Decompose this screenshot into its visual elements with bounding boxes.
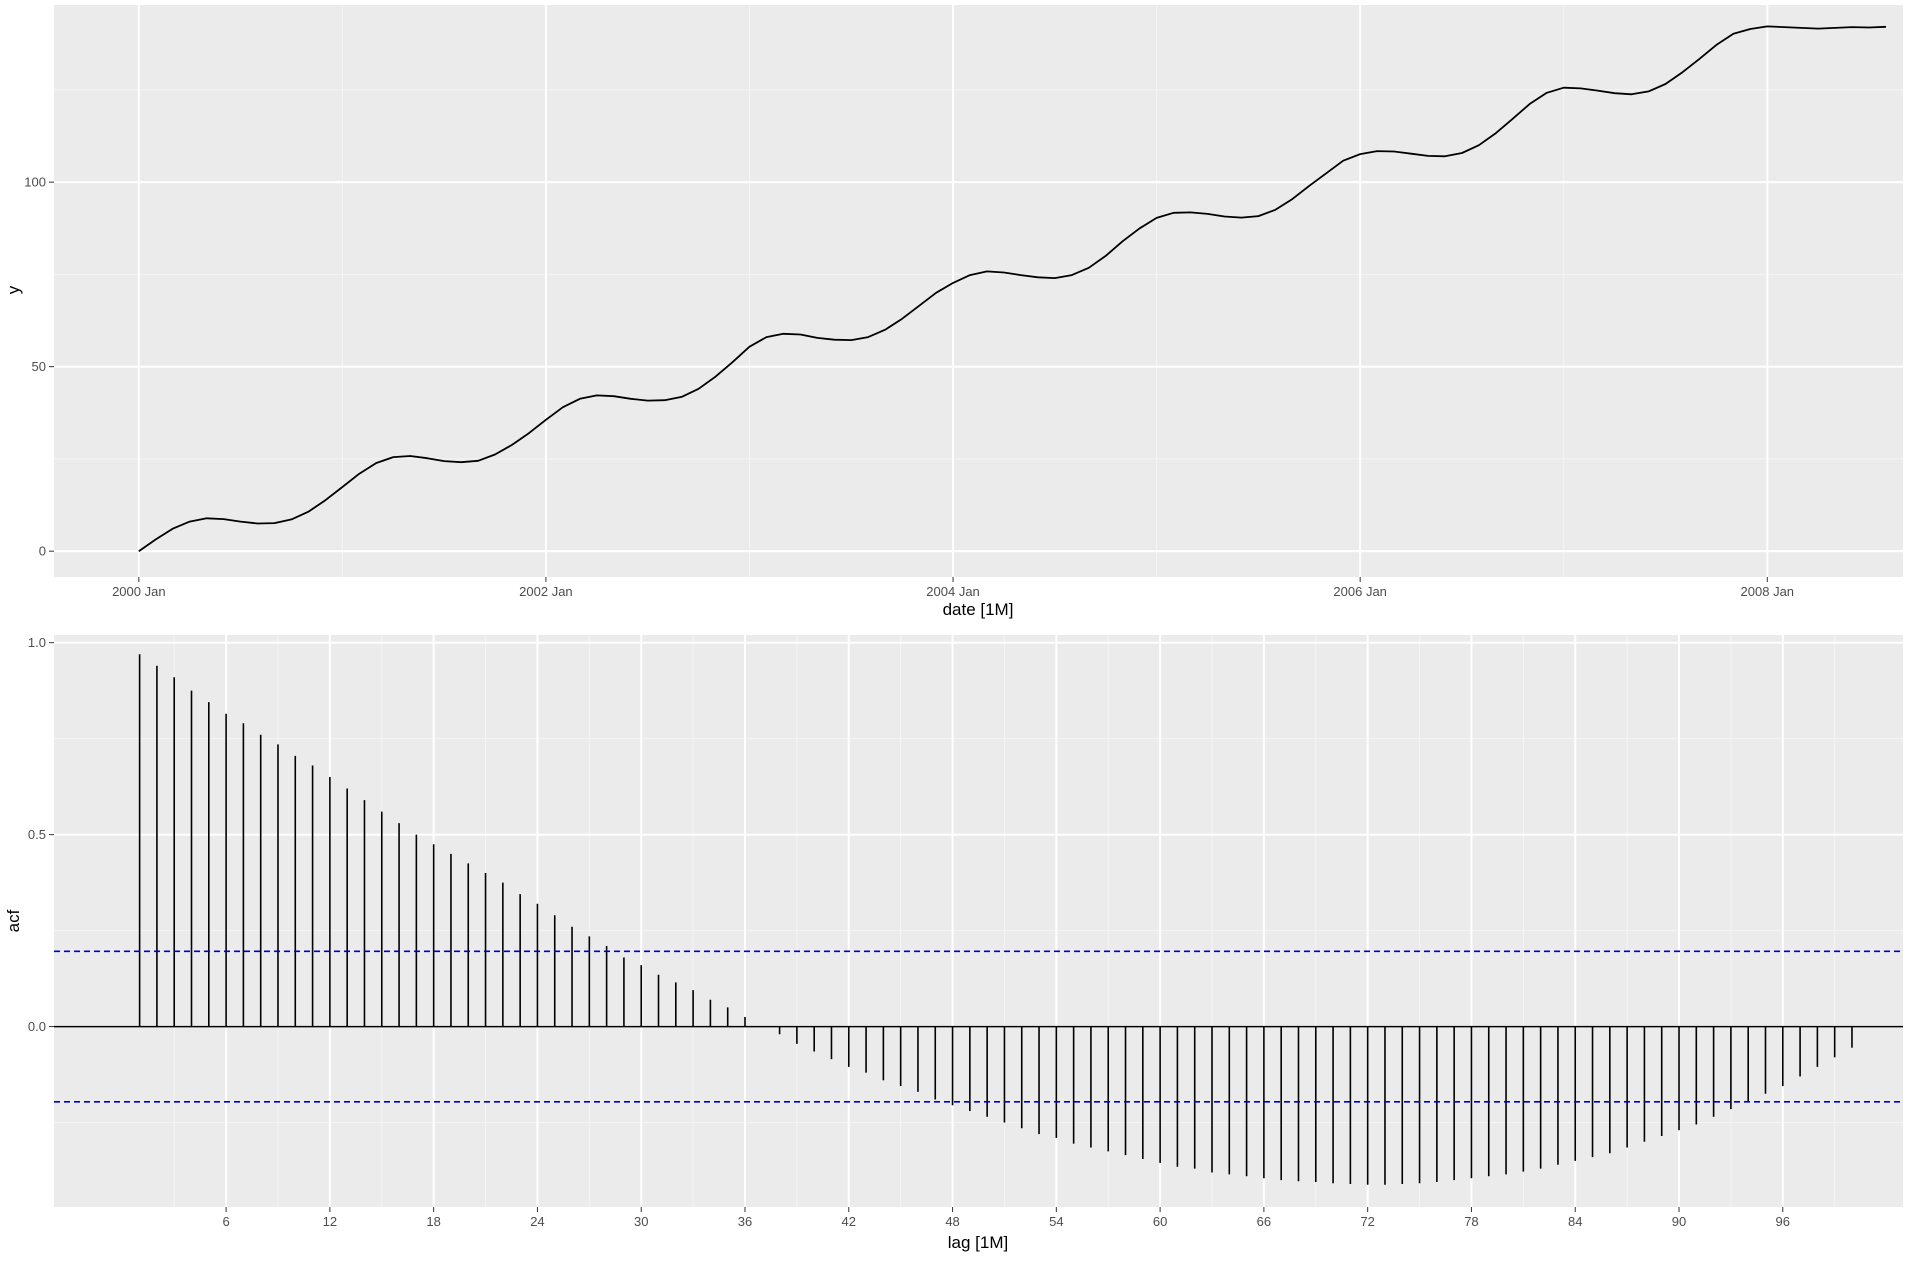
acf-x-tick-label: 54 (1049, 1214, 1063, 1229)
acf-x-tick-label: 18 (426, 1214, 440, 1229)
acf-x-tick-label: 96 (1776, 1214, 1790, 1229)
timeseries-x-tick-label: 2008 Jan (1741, 584, 1795, 599)
acf-bars-layer (54, 654, 1903, 1185)
acf-y-tick-label: 0.5 (28, 827, 46, 842)
acf-x-tick-label: 66 (1257, 1214, 1271, 1229)
timeseries-x-tick-label: 2002 Jan (519, 584, 573, 599)
timeseries-x-tick-label: 2000 Jan (112, 584, 166, 599)
timeseries-x-ticks: 2000 Jan 2002 Jan 2004 Jan 2006 Jan 2008 Jan (112, 577, 1794, 599)
timeseries-plot-background (54, 5, 1903, 577)
acf-x-tick-label: 48 (945, 1214, 959, 1229)
timeseries-y-tick-label: 50 (32, 359, 46, 374)
timeseries-x-axis-title: date [1M] (943, 600, 1014, 619)
timeseries-line-layer (138, 25, 1887, 552)
timeseries-x-tick-label: 2006 Jan (1333, 584, 1387, 599)
acf-panel: 0.0 0.5 1.0 6 12 18 24 30 36 42 48 54 60 66 72 78 84 90 9… (4, 635, 1903, 1252)
acf-x-tick-label: 12 (323, 1214, 337, 1229)
acf-x-tick-label: 42 (842, 1214, 856, 1229)
timeseries-y-axis-title: y (4, 285, 23, 294)
acf-y-tick-label: 0.0 (28, 1019, 46, 1034)
acf-x-tick-label: 6 (222, 1214, 229, 1229)
acf-x-axis-title: lag [1M] (948, 1233, 1008, 1252)
acf-x-tick-label: 72 (1360, 1214, 1374, 1229)
acf-x-tick-label: 90 (1672, 1214, 1686, 1229)
timeseries-y-tick-label: 0 (39, 544, 46, 559)
timeseries-x-tick-label: 2004 Jan (926, 584, 980, 599)
acf-confidence-band (54, 950, 1903, 1103)
acf-x-tick-label: 36 (738, 1214, 752, 1229)
timeseries-y-tick-label: 100 (24, 175, 46, 190)
timeseries-y-ticks: 0 50 100 (24, 175, 54, 559)
timeseries-line (138, 25, 1887, 552)
acf-x-ticks: 6 12 18 24 30 36 42 48 54 60 66 72 78 84 90 96 (222, 1207, 1790, 1229)
acf-x-tick-label: 30 (634, 1214, 648, 1229)
acf-x-tick-label: 84 (1568, 1214, 1582, 1229)
acf-y-ticks: 0.0 0.5 1.0 (28, 635, 54, 1034)
acf-y-axis-title: acf (4, 909, 23, 932)
timeseries-gridlines (54, 5, 1903, 577)
acf-y-tick-label: 1.0 (28, 635, 46, 650)
acf-plot-background (54, 635, 1903, 1207)
acf-x-tick-label: 78 (1464, 1214, 1478, 1229)
acf-x-tick-label: 60 (1153, 1214, 1167, 1229)
acf-x-tick-label: 24 (530, 1214, 544, 1229)
